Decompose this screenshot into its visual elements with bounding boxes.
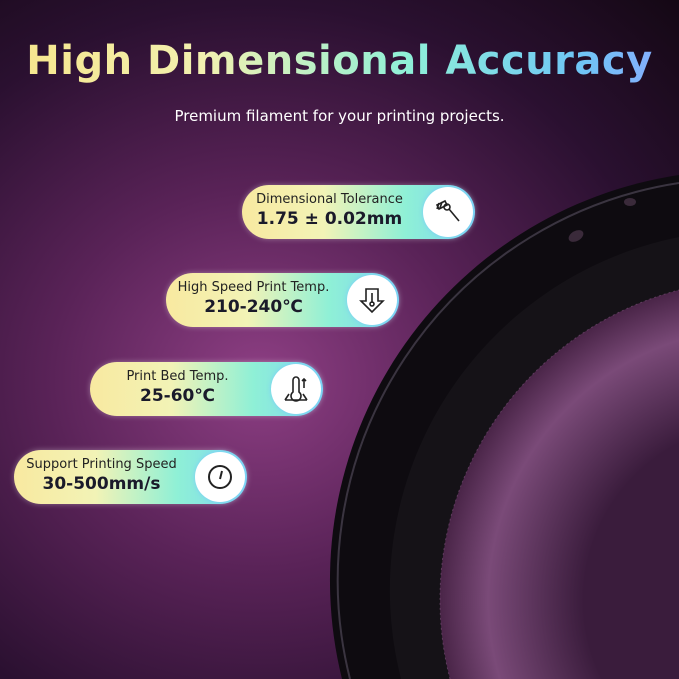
spec-print-speed: Support Printing Speed 30-500mm/s: [14, 450, 247, 504]
spec-value: 30-500mm/s: [42, 474, 161, 494]
spool-hole: [568, 230, 584, 242]
filament-winding: [439, 290, 679, 679]
caliper-icon: [423, 187, 473, 237]
spec-bed-temp: Print Bed Temp. 25-60℃: [90, 362, 323, 416]
subtitle: Premium filament for your printing proje…: [174, 107, 505, 125]
speedometer-icon: [195, 452, 245, 502]
filament-texture: [439, 289, 679, 679]
nozzle-temperature-icon: [347, 275, 397, 325]
spool-hole: [624, 198, 636, 206]
spec-value: 25-60℃: [140, 386, 215, 406]
spec-label: Support Printing Speed: [26, 457, 177, 472]
bed-temperature-icon: [271, 364, 321, 414]
spec-label: High Speed Print Temp.: [177, 280, 330, 295]
spool-flange-edge: [336, 182, 679, 679]
spec-value: 210-240℃: [204, 297, 303, 317]
spec-value: 1.75 ± 0.02mm: [256, 209, 403, 229]
spec-label: Print Bed Temp.: [126, 369, 229, 384]
spec-print-temp: High Speed Print Temp. 210-240℃: [166, 273, 399, 327]
spec-label: Dimensional Tolerance: [256, 192, 403, 207]
spec-dimensional-tolerance: Dimensional Tolerance 1.75 ± 0.02mm: [242, 185, 475, 239]
page-title: High Dimensional Accuracy: [0, 38, 679, 84]
